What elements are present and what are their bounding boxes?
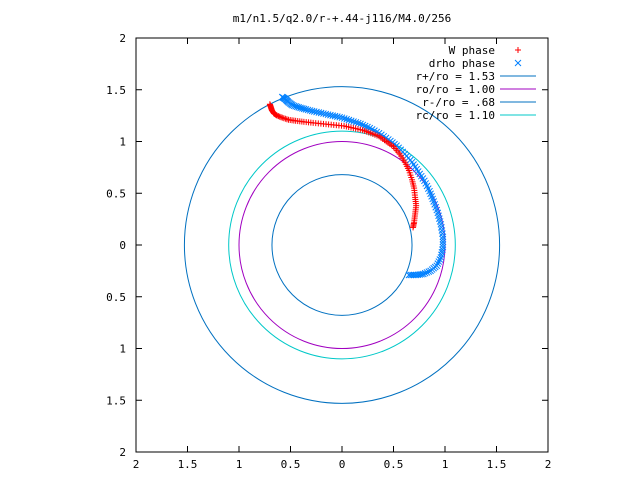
drho-phase-point [439,238,447,246]
drho-phase-point [427,267,434,275]
chart-title: m1/n1.5/q2.0/r-+.44-j116/M4.0/256 [233,12,452,25]
circle-r-1 [238,141,446,349]
drho-phase-point [423,269,431,276]
w-phase-point [280,115,287,122]
y-tick-label: 0.5 [106,291,126,304]
drho-phase-point [405,271,413,279]
x-tick-label: 1.5 [487,458,507,471]
drho-phase-point [439,246,446,254]
y-tick-label: 2 [119,446,126,459]
legend-label: ro/ro = 1.00 [416,83,495,96]
w-phase-point [282,115,289,122]
y-tick-label: 1 [119,136,126,149]
legend-label: r+/ro = 1.53 [416,70,495,83]
drho-phase-point [345,116,353,124]
y-tick-label: 1.5 [106,394,126,407]
drho-phase-point [300,105,308,113]
w-phase-point [283,116,290,123]
drho-phase-point [437,254,445,261]
drho-phase-point [438,251,445,259]
drho-phase-point [439,233,447,241]
y-tick-label: 1 [119,343,126,356]
drho-phase-point [304,106,312,114]
y-tick-label: 0.5 [106,187,126,200]
drho-phase-point [306,107,314,114]
circle-r-1-1 [228,130,456,360]
legend-label: W phase [449,44,495,57]
drho-phase-point [439,243,447,251]
drho-phase-point [425,268,433,276]
drho-phase-point [340,115,348,122]
drho-phase-point [438,248,446,256]
x-tick-label: 0.5 [281,458,301,471]
w-phase-point [410,224,417,231]
w-phase-point [276,113,283,120]
drho-phase-point [407,271,415,279]
legend-marker [514,59,522,67]
x-tick-label: 2 [545,458,552,471]
drho-phase-point [302,106,310,113]
w-phase-point [277,114,284,121]
w-phase-point [275,113,282,120]
drho-phase-point [435,258,443,265]
legend-label: rc/ro = 1.10 [416,109,495,122]
x-tick-label: 1 [442,458,449,471]
circle-r-1-53 [183,86,501,404]
drho-phase-point [439,235,447,243]
reference-circles [183,86,501,404]
w-phase-point [274,112,281,119]
drho-phase-point [352,118,360,126]
drho-phase-point [354,119,362,127]
legend-label: drho phase [429,57,495,70]
data-markers [266,93,447,279]
y-tick-label: 2 [119,32,126,45]
x-tick-label: 0.5 [384,458,404,471]
y-tick-label: 1.5 [106,84,126,97]
circle-r-0-68 [271,174,413,316]
x-tick-label: 0 [339,458,346,471]
legend-label: r-/ro = .68 [422,96,495,109]
drho-phase-point [338,114,346,122]
drho-phase-point [436,256,444,263]
x-tick-label: 1.5 [178,458,198,471]
drho-phase-point [350,118,357,125]
drho-phase-point [343,115,350,123]
axis-ticks: 2 1.5 1 0.5 0 0.5 1 1.5 221.510.500.511.52 [106,32,551,471]
drho-phase-point [347,117,355,125]
y-tick-label: 0 [119,239,126,252]
legend-marker [515,47,521,53]
x-tick-label: 1 [236,458,243,471]
x-tick-label: 2 [133,458,140,471]
